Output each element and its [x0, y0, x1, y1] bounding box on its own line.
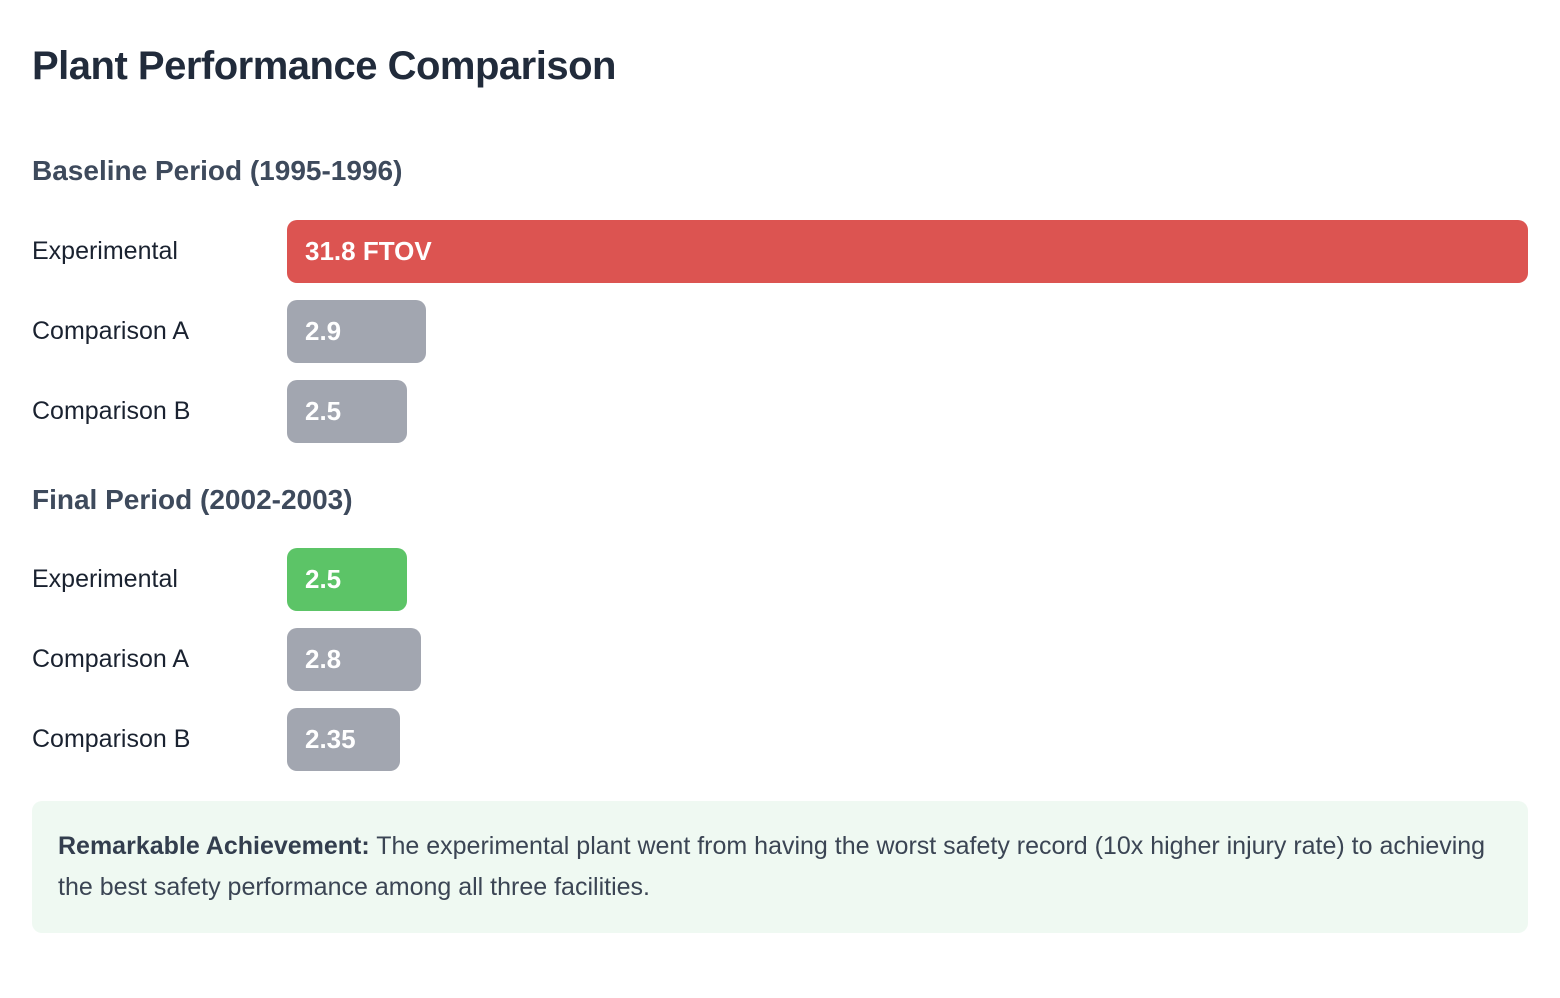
bar-row: Experimental 31.8 FTOV: [32, 220, 1528, 283]
baseline-section-title: Baseline Period (1995-1996): [32, 155, 403, 186]
page-title: Plant Performance Comparison: [32, 44, 616, 88]
page: Plant Performance Comparison Baseline Pe…: [0, 42, 1560, 933]
bar-baseline-comparison-a: 2.9: [287, 300, 427, 363]
bar-label: Comparison A: [32, 645, 190, 673]
final-section: Final Period (2002-2003) Experimental 2.…: [32, 483, 1528, 771]
bar-final-comparison-a: 2.8: [287, 628, 422, 691]
bar-value-label: 31.8 FTOV: [305, 236, 432, 266]
bar-value-label: 2.5: [305, 396, 342, 426]
baseline-bar-rows: Experimental 31.8 FTOV Comparison A 2.9 …: [32, 220, 1528, 443]
bar-baseline-comparison-b: 2.5: [287, 380, 407, 443]
bar-label: Experimental: [32, 565, 178, 593]
bar-value-label: 2.5: [305, 564, 342, 594]
final-section-title: Final Period (2002-2003): [32, 484, 353, 515]
achievement-note: Remarkable Achievement: The experimental…: [32, 801, 1528, 933]
achievement-note-body: The experimental plant went from having …: [58, 832, 1486, 901]
bar-label: Comparison B: [32, 397, 191, 425]
bar-final-comparison-b: 2.35: [287, 708, 400, 771]
bar-label: Comparison A: [32, 317, 190, 345]
bar-final-experimental: 2.5: [287, 548, 407, 611]
bar-label: Experimental: [32, 237, 178, 265]
bar-row: Comparison B 2.35: [32, 708, 1528, 771]
baseline-section: Baseline Period (1995-1996) Experimental…: [32, 154, 1528, 443]
bar-value-label: 2.8: [305, 644, 342, 674]
bar-baseline-experimental: 31.8 FTOV: [287, 220, 1528, 283]
achievement-note-text: Remarkable Achievement: The experimental…: [58, 826, 1498, 908]
bar-row: Comparison A 2.8: [32, 628, 1528, 691]
bar-row: Comparison A 2.9: [32, 300, 1528, 363]
achievement-note-title: Remarkable Achievement:: [58, 832, 370, 860]
bar-value-label: 2.9: [305, 316, 342, 346]
bar-row: Comparison B 2.5: [32, 380, 1528, 443]
bar-row: Experimental 2.5: [32, 548, 1528, 611]
bar-value-label: 2.35: [305, 724, 356, 754]
final-bar-rows: Experimental 2.5 Comparison A 2.8 Compar…: [32, 548, 1528, 771]
bar-label: Comparison B: [32, 725, 191, 753]
